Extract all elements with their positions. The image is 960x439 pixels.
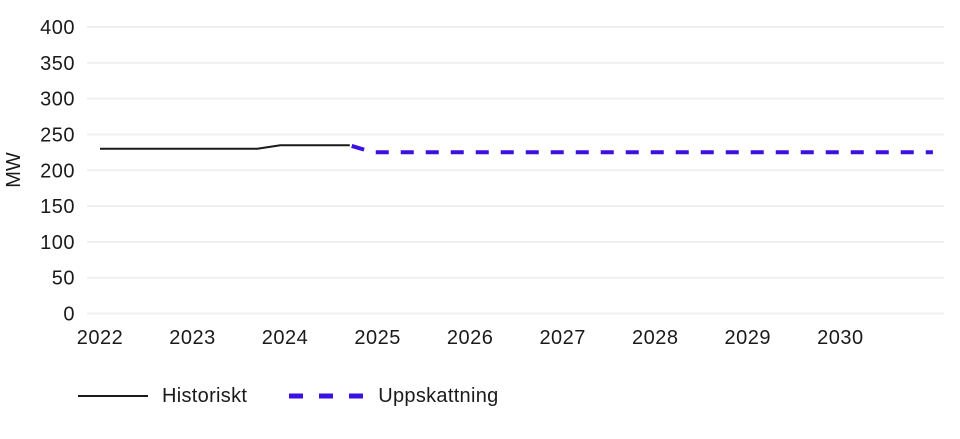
- series-line-historiskt: [100, 144, 350, 150]
- dashed-line-swatch-icon: [289, 393, 365, 399]
- y-tick-label: 350: [40, 53, 75, 75]
- solid-line-swatch-icon: [78, 395, 148, 397]
- y-tick-label: 200: [40, 160, 75, 182]
- chart-canvas: 0 50 100 150 200 250 300 350 400 2022 2023 2024 2025…: [3, 17, 944, 349]
- y-tick-label: 50: [52, 268, 75, 290]
- x-tick-label: 2025: [354, 327, 401, 349]
- y-axis-title: MW: [3, 152, 25, 188]
- legend-label-uppskattning: Uppskattning: [378, 384, 499, 407]
- series-line-uppskattning: [351, 143, 933, 155]
- x-tick-label: 2028: [632, 327, 679, 349]
- x-tick-label: 2029: [725, 327, 772, 349]
- x-tick-label: 2027: [539, 327, 586, 349]
- x-tick-label: 2024: [262, 327, 309, 349]
- y-tick-label: 400: [40, 17, 75, 39]
- y-tick-label: 0: [63, 304, 75, 326]
- y-tick-label: 100: [40, 232, 75, 254]
- x-tick-label: 2023: [169, 327, 216, 349]
- x-tick-label: 2030: [817, 327, 864, 349]
- x-tick-label: 2022: [77, 327, 124, 349]
- legend-item-historiskt: Historiskt: [78, 385, 247, 408]
- y-tick-label: 250: [40, 124, 75, 146]
- y-tick-label: 150: [40, 196, 75, 218]
- y-tick-label: 300: [40, 89, 75, 111]
- x-tick-label: 2026: [447, 327, 494, 349]
- chart-legend: Historiskt Uppskattning: [78, 383, 499, 409]
- legend-item-uppskattning: Uppskattning: [289, 385, 498, 408]
- legend-label-historiskt: Historiskt: [162, 384, 248, 407]
